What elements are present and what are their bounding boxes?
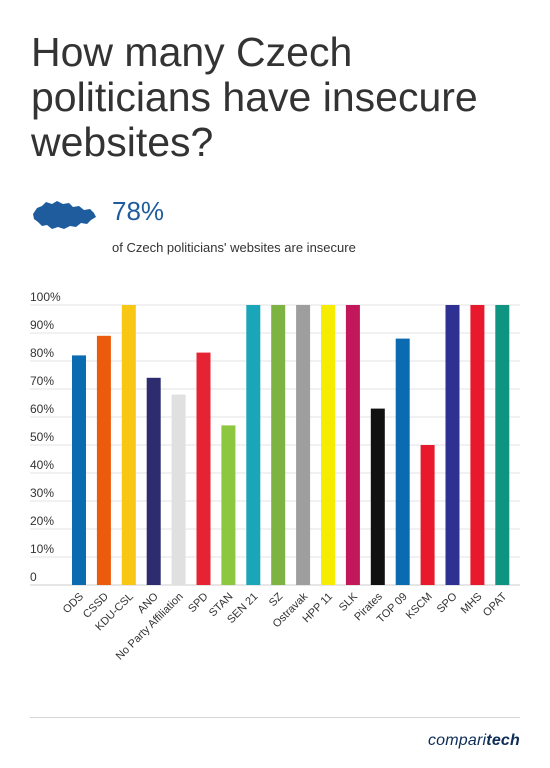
y-tick-label: 90%	[30, 318, 54, 332]
x-tick-label: OPAT	[481, 590, 510, 619]
y-tick-label: 20%	[30, 514, 54, 528]
y-tick-label: 80%	[30, 346, 54, 360]
y-tick-label: 70%	[30, 374, 54, 388]
y-tick-label: 10%	[30, 542, 54, 556]
x-tick-label: SPO	[435, 590, 460, 615]
czech-republic-map-icon	[33, 201, 96, 229]
y-tick-label: 100%	[30, 290, 61, 304]
bar	[370, 408, 385, 585]
y-tick-label: 0	[30, 570, 37, 584]
bar	[445, 305, 460, 585]
bar	[296, 305, 311, 585]
bar	[196, 352, 211, 585]
bar	[470, 305, 485, 585]
y-tick-label: 30%	[30, 486, 54, 500]
bar	[121, 305, 136, 585]
brand-logo: comparitech	[427, 732, 520, 749]
bar	[146, 377, 161, 585]
x-tick-label: SZ	[267, 590, 286, 609]
bar	[395, 338, 410, 585]
bar	[221, 425, 236, 585]
page-title: How many Czech politicians have insecure…	[31, 29, 478, 165]
footer-divider	[30, 717, 520, 718]
bar	[96, 335, 111, 585]
bar	[246, 305, 261, 585]
y-tick-label: 40%	[30, 458, 54, 472]
bar	[420, 445, 435, 585]
x-tick-label: MHS	[459, 591, 485, 617]
x-tick-label: KSCM	[404, 591, 435, 622]
stat-value: 78%	[112, 196, 165, 226]
bar	[321, 305, 335, 585]
stat-caption: of Czech politicians' websites are insec…	[112, 240, 356, 255]
bar	[271, 305, 286, 585]
bar	[171, 394, 186, 585]
bar	[72, 355, 86, 585]
bar-chart: 010%20%30%40%50%60%70%80%90%100%ODSCSSDK…	[30, 290, 520, 663]
y-tick-label: 50%	[30, 430, 54, 444]
bar	[345, 305, 360, 585]
y-tick-label: 60%	[30, 402, 54, 416]
bar	[495, 305, 510, 585]
